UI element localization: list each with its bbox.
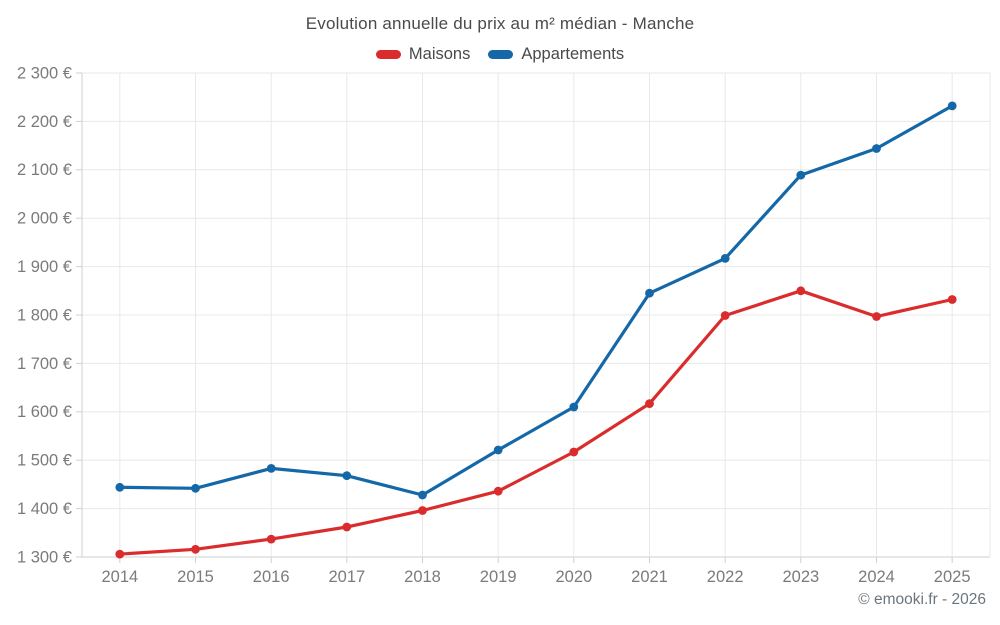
x-tick-label: 2018 <box>404 568 441 586</box>
copyright-credit: © emooki.fr - 2026 <box>858 591 986 608</box>
data-point-appartements-2015[interactable] <box>191 483 200 493</box>
data-point-maisons-2014[interactable] <box>115 549 125 559</box>
legend-item-maisons[interactable]: Maisons <box>375 44 471 64</box>
chart-title: Evolution annuelle du prix au m² médian … <box>305 14 695 33</box>
data-point-maisons-2015[interactable] <box>191 544 200 554</box>
x-tick-label: 2020 <box>555 568 592 586</box>
y-tick-label: 1 400 € <box>17 500 72 518</box>
y-tick-label: 1 900 € <box>17 258 72 276</box>
data-point-appartements-2023[interactable] <box>796 170 806 180</box>
data-point-appartements-2019[interactable] <box>493 445 503 455</box>
y-tick-label: 1 800 € <box>17 306 72 324</box>
data-point-appartements-2024[interactable] <box>872 144 881 153</box>
data-point-maisons-2020[interactable] <box>569 447 579 457</box>
y-tick-label: 1 700 € <box>17 355 72 373</box>
y-tick-label: 1 600 € <box>17 403 72 421</box>
y-tick-label: 2 100 € <box>17 161 72 179</box>
x-tick-label: 2024 <box>858 568 895 586</box>
data-point-appartements-2020[interactable] <box>569 402 579 412</box>
x-tick-label: 2015 <box>177 568 214 586</box>
x-tick-label: 2019 <box>480 568 517 586</box>
maisons-legend-swatch <box>375 49 401 59</box>
x-tick-label: 2017 <box>328 568 365 586</box>
data-point-maisons-2019[interactable] <box>493 486 503 496</box>
x-tick-label: 2016 <box>253 568 290 586</box>
data-point-appartements-2017[interactable] <box>342 471 352 481</box>
x-tick-label: 2022 <box>707 568 744 586</box>
data-point-appartements-2016[interactable] <box>266 464 276 473</box>
data-point-maisons-2017[interactable] <box>342 522 352 532</box>
data-point-appartements-2018[interactable] <box>418 490 427 500</box>
data-point-maisons-2023[interactable] <box>796 286 806 296</box>
data-point-appartements-2014[interactable] <box>115 482 125 492</box>
y-tick-label: 2 300 € <box>17 64 72 82</box>
data-point-maisons-2022[interactable] <box>720 311 730 320</box>
data-point-appartements-2021[interactable] <box>645 288 654 298</box>
appartements-legend-swatch <box>488 49 514 59</box>
series-line-maisons <box>118 289 954 556</box>
data-point-appartements-2022[interactable] <box>720 254 730 263</box>
legend-item-appartements[interactable]: Appartements <box>488 45 624 64</box>
appartements-legend-label: Appartements <box>521 44 625 63</box>
y-tick-label: 2 000 € <box>17 210 72 228</box>
data-point-maisons-2016[interactable] <box>266 534 276 544</box>
data-point-appartements-2025[interactable] <box>947 101 957 111</box>
data-point-maisons-2018[interactable] <box>418 506 427 515</box>
x-tick-label: 2021 <box>631 568 668 586</box>
x-tick-label: 2025 <box>934 568 971 586</box>
chart-legend: Maisons Appartements <box>0 43 1000 65</box>
y-tick-label: 2 200 € <box>17 113 72 131</box>
x-tick-label: 2023 <box>782 568 819 586</box>
y-tick-label: 1 500 € <box>17 452 72 470</box>
data-point-maisons-2025[interactable] <box>947 295 957 304</box>
data-point-maisons-2024[interactable] <box>872 312 881 321</box>
data-point-maisons-2021[interactable] <box>645 399 654 408</box>
x-tick-label: 2014 <box>101 568 138 586</box>
series-line-appartements <box>118 104 954 497</box>
maisons-legend-label: Maisons <box>408 44 471 63</box>
y-tick-label: 1 300 € <box>17 548 72 566</box>
